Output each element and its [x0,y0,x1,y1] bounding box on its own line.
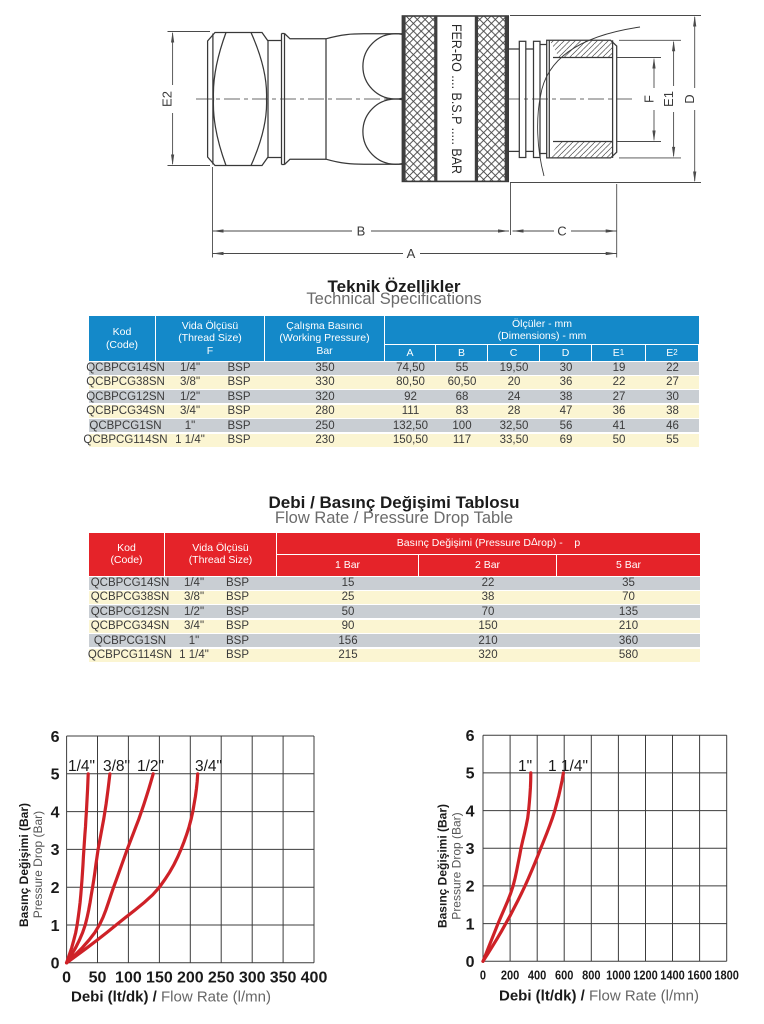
svg-text:200: 200 [501,968,520,983]
svg-text:1/4": 1/4" [68,758,95,775]
svg-text:1400: 1400 [660,968,685,983]
svg-text:4: 4 [466,803,475,820]
svg-text:3: 3 [466,841,475,858]
svg-text:C: C [557,224,566,239]
svg-text:2: 2 [51,880,60,897]
svg-text:A: A [407,246,416,261]
svg-text:400: 400 [301,970,328,987]
svg-text:Pressure Drop (Bar): Pressure Drop (Bar) [31,811,45,918]
svg-text:2: 2 [466,879,475,896]
svg-text:5: 5 [466,766,475,783]
svg-text:1000: 1000 [606,968,631,983]
svg-text:1": 1" [518,758,532,775]
svg-text:250: 250 [208,970,235,987]
svg-text:1: 1 [51,918,60,935]
svg-text:50: 50 [89,970,107,987]
svg-text:1 1/4": 1 1/4" [548,758,588,775]
svg-text:1600: 1600 [687,968,712,983]
svg-text:Basınç Değişimi (Bar): Basınç Değişimi (Bar) [436,804,450,928]
svg-text:350: 350 [270,970,297,987]
svg-text:400: 400 [528,968,547,983]
svg-text:200: 200 [177,970,204,987]
svg-text:0: 0 [62,970,71,987]
svg-text:1800: 1800 [714,968,739,983]
svg-text:150: 150 [146,970,173,987]
svg-text:Basınç Değişimi (Bar): Basınç Değişimi (Bar) [17,803,31,927]
svg-text:300: 300 [239,970,266,987]
svg-text:1: 1 [466,916,475,933]
svg-text:FER-RO .... B.S.P ..... BAR: FER-RO .... B.S.P ..... BAR [449,24,464,174]
svg-text:0: 0 [480,968,486,983]
svg-text:600: 600 [555,968,574,983]
svg-text:100: 100 [115,970,142,987]
svg-text:Debi (lt/dk) / Flow Rate (l/mn: Debi (lt/dk) / Flow Rate (l/mn) [499,988,699,1005]
svg-text:4: 4 [51,804,60,821]
svg-text:Pressure Drop (Bar): Pressure Drop (Bar) [450,812,464,919]
svg-text:0: 0 [466,954,475,971]
svg-text:1/2": 1/2" [137,758,164,775]
svg-text:5: 5 [51,767,60,784]
svg-text:6: 6 [466,728,475,745]
svg-text:B: B [357,224,366,239]
svg-text:3: 3 [51,842,60,859]
svg-text:1200: 1200 [633,968,658,983]
svg-text:F: F [641,95,656,103]
svg-text:Debi (lt/dk) / Flow Rate (l/mn: Debi (lt/dk) / Flow Rate (l/mn) [71,989,271,1006]
svg-text:3/4": 3/4" [195,758,222,775]
svg-text:E1: E1 [661,91,676,107]
svg-text:6: 6 [51,729,60,746]
svg-text:800: 800 [582,968,601,983]
svg-text:0: 0 [51,956,60,973]
svg-text:3/8": 3/8" [103,758,130,775]
svg-text:D: D [682,94,697,103]
svg-text:E2: E2 [159,91,174,107]
